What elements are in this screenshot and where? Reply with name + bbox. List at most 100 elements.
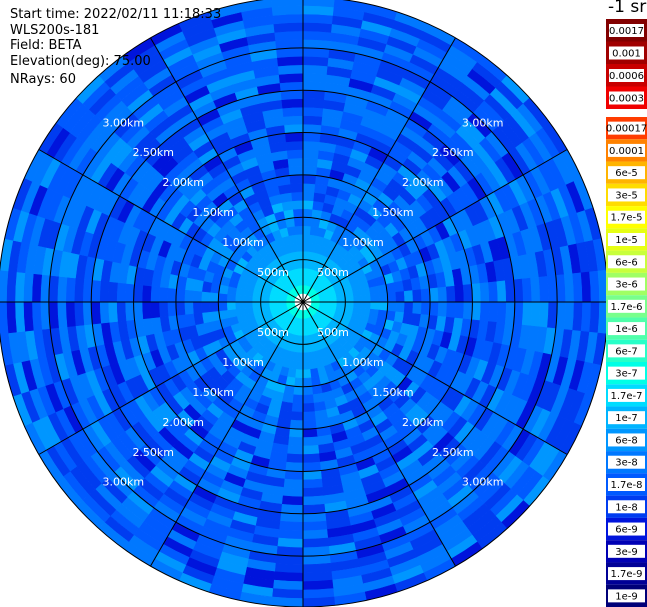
- colorbar-label: 6e-5: [615, 168, 638, 179]
- range-ring-label: 3.00km: [462, 476, 504, 489]
- range-bin-cell: [302, 495, 325, 506]
- colorbar-label: 0.0006: [609, 71, 644, 82]
- range-bin-cell: [23, 301, 34, 332]
- range-bin-cell: [302, 166, 318, 176]
- range-bin-cell: [420, 301, 431, 316]
- range-bin-cell: [386, 301, 397, 313]
- range-bin-cell: [116, 282, 127, 303]
- colorbar-label: 0.00017: [606, 124, 647, 135]
- range-bin-cell: [302, 377, 313, 387]
- range-bin-cell: [386, 291, 397, 303]
- colorbar-label-box: [608, 411, 645, 425]
- range-bin-cell: [201, 301, 211, 313]
- range-bin-cell: [302, 64, 329, 75]
- range-bin-cell: [369, 285, 380, 296]
- range-bin-cell: [302, 5, 335, 16]
- colorbar-label: 3e-9: [615, 547, 638, 558]
- colorbar-label-box: [608, 366, 645, 380]
- range-bin-cell: [580, 271, 592, 303]
- range-bin-cell: [302, 453, 321, 464]
- range-bin-cell: [281, 495, 304, 506]
- range-bin-cell: [292, 385, 304, 396]
- range-ring-label: 1.00km: [222, 356, 264, 369]
- range-ring-label: 2.50km: [132, 146, 174, 159]
- range-bin-cell: [302, 579, 334, 591]
- range-bin-cell: [31, 301, 43, 331]
- range-bin-cell: [291, 402, 304, 413]
- range-bin-cell: [488, 281, 499, 303]
- range-ring-label: 500m: [257, 326, 289, 339]
- colorbar-label: 1e-5: [615, 235, 638, 246]
- colorbar-label: 6e-9: [615, 525, 638, 536]
- range-bin-cell: [277, 56, 304, 67]
- range-bin-cell: [302, 352, 310, 362]
- range-bin-cell: [302, 89, 326, 101]
- range-bin-cell: [285, 140, 304, 151]
- range-bin-cell: [504, 279, 516, 303]
- range-bin-cell: [274, 562, 304, 574]
- range-bin-cell: [278, 520, 304, 532]
- range-bin-cell: [285, 132, 304, 143]
- range-bin-cell: [302, 208, 314, 219]
- range-ring-label: 500m: [257, 266, 289, 279]
- range-bin-cell: [378, 301, 388, 312]
- range-bin-cell: [272, 13, 304, 25]
- azimuth-spoke: [302, 37, 456, 303]
- azimuth-spokes: [0, 0, 606, 607]
- colorbar-label-box: [608, 388, 645, 402]
- range-ring-label: 2.00km: [162, 416, 204, 429]
- colorbar-label: 1e-9: [615, 591, 638, 602]
- range-bin-cell: [572, 301, 583, 332]
- range-bin-cell: [302, 140, 321, 151]
- range-bin-cell: [90, 301, 102, 325]
- range-bin-cell: [302, 402, 315, 413]
- colorbar-label-box: [608, 522, 645, 536]
- colorbar-label: 1.7e-9: [610, 569, 642, 580]
- colorbar-label: 6e-7: [615, 346, 638, 357]
- range-bin-cell: [445, 301, 456, 319]
- colorbar-label-box: [608, 210, 645, 224]
- range-bin-cell: [302, 520, 328, 532]
- colorbar-label: 6e-8: [615, 435, 638, 446]
- range-ring-label: 2.50km: [432, 446, 474, 459]
- colorbar-label-box: [608, 567, 645, 581]
- range-bin-cell: [420, 288, 431, 303]
- range-ring-label: 500m: [317, 266, 349, 279]
- range-ring-label: 1.50km: [372, 206, 414, 219]
- colorbar-label-box: [609, 91, 644, 105]
- range-bin-cell: [65, 301, 76, 328]
- range-bin-cell: [107, 281, 118, 303]
- colorbar-label-box: [608, 544, 645, 558]
- range-bin-cell: [302, 436, 319, 447]
- range-bin-cell: [282, 106, 304, 117]
- range-ring-label: 2.00km: [162, 176, 204, 189]
- range-bin-cell: [57, 301, 68, 328]
- range-bin-cell: [295, 360, 304, 371]
- range-bin-cell: [284, 470, 304, 481]
- range-bin-cell: [73, 301, 85, 327]
- colorbar-label: 0.0003: [609, 94, 644, 105]
- range-bin-cell: [124, 283, 135, 303]
- range-bin-cell: [302, 149, 320, 160]
- range-bin-cell: [150, 301, 161, 319]
- range-bin-cell: [287, 157, 304, 168]
- colorbar-label-box: [608, 589, 645, 603]
- range-bin-cell: [328, 298, 338, 303]
- range-bin-cell: [283, 478, 304, 489]
- range-bin-cell: [479, 282, 490, 303]
- colorbar-label: 1.7e-6: [610, 302, 642, 313]
- range-bin-cell: [429, 301, 439, 317]
- range-bin-cell: [297, 250, 304, 261]
- range-bin-cell: [302, 191, 315, 202]
- range-ring-label: 1.00km: [342, 356, 384, 369]
- range-bin-cell: [23, 272, 34, 303]
- range-bin-cell: [302, 106, 324, 117]
- range-bin-cell: [538, 276, 549, 303]
- range-ring-labels: 500m 1.00km 1.50km 2.00km 2.50km 3.00km 500m 1.…: [102, 116, 503, 488]
- range-bin-cell: [271, 588, 304, 599]
- range-bin-cell: [289, 419, 304, 430]
- range-bin-cell: [302, 132, 321, 143]
- azimuth-spoke: [150, 301, 304, 567]
- range-bin-cell: [286, 444, 304, 455]
